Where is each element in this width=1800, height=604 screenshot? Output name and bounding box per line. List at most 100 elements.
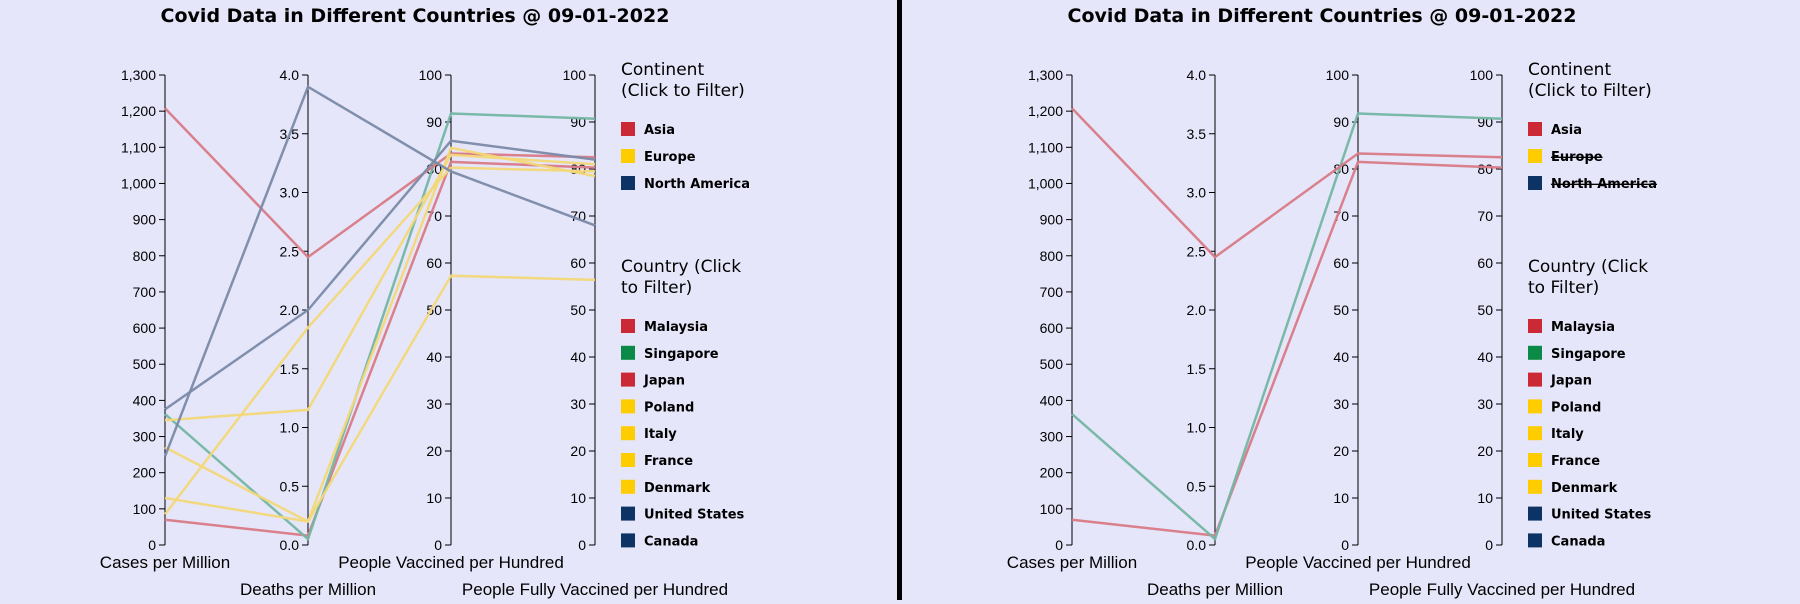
legend-continent-title: (Click to Filter)	[621, 81, 745, 101]
tick-label: 2.0	[1187, 302, 1207, 318]
legend-country-singapore[interactable]: Singapore	[644, 347, 719, 362]
legend-continent-north-america[interactable]: North America	[1551, 177, 1657, 192]
tick-label: 90	[1477, 114, 1493, 130]
tick-label: 40	[1477, 349, 1493, 365]
axis-label-cases: Cases per Million	[100, 553, 230, 572]
legend-country-title: to Filter)	[621, 278, 692, 298]
legend-swatch[interactable]	[621, 453, 635, 467]
tick-label: 20	[1333, 443, 1349, 459]
axis-label-cases: Cases per Million	[1007, 553, 1137, 572]
legend-continent-asia[interactable]: Asia	[1551, 123, 1582, 138]
legend-country-italy[interactable]: Italy	[644, 427, 677, 442]
legend-swatch[interactable]	[1528, 149, 1542, 163]
legend-swatch[interactable]	[621, 345, 635, 360]
series-line-poland[interactable]	[164, 274, 596, 523]
legend-swatch[interactable]	[621, 176, 635, 190]
legend-country-denmark[interactable]: Denmark	[644, 481, 711, 496]
legend-swatch[interactable]	[621, 319, 635, 333]
legend-continent-asia[interactable]: Asia	[644, 123, 675, 138]
tick-label: 2.5	[280, 243, 300, 259]
legend-country-title: Country (Click	[1528, 257, 1648, 277]
tick-label: 300	[133, 429, 157, 445]
legend-country-japan[interactable]: Japan	[1550, 374, 1592, 389]
tick-label: 4.0	[1187, 67, 1207, 83]
legend-country-denmark[interactable]: Denmark	[1551, 481, 1618, 496]
tick-label: 0	[148, 537, 156, 553]
legend-continent-title: Continent	[621, 60, 704, 80]
tick-label: 100	[1040, 501, 1064, 517]
tick-label: 30	[570, 396, 586, 412]
legend-country-france[interactable]: France	[644, 454, 693, 469]
series-line-united-states[interactable]	[163, 85, 596, 457]
legend-swatch[interactable]	[621, 426, 635, 441]
legend-swatch[interactable]	[621, 533, 635, 548]
tick-label: 1,200	[1028, 103, 1063, 119]
series-line-italy[interactable]	[164, 146, 596, 523]
legend-country-france[interactable]: France	[1551, 454, 1600, 469]
legend-country-united-states[interactable]: United States	[644, 508, 745, 523]
tick-label: 1.0	[1187, 420, 1207, 436]
tick-label: 1.5	[280, 361, 300, 377]
series-line-japan[interactable]	[164, 107, 596, 259]
chart-title: Covid Data in Different Countries @ 09-0…	[1068, 5, 1577, 27]
series-line-malaysia[interactable]	[164, 160, 596, 537]
tick-label: 10	[570, 490, 586, 506]
legend-swatch[interactable]	[1528, 399, 1542, 414]
legend-country-poland[interactable]: Poland	[1551, 400, 1601, 415]
legend-swatch[interactable]	[1528, 372, 1542, 387]
legend-swatch[interactable]	[1528, 533, 1542, 548]
axis-label-vacc: People Vaccined per Hundred	[338, 553, 564, 572]
legend-swatch[interactable]	[621, 479, 635, 494]
legend-country-canada[interactable]: Canada	[1551, 534, 1605, 549]
legend-country-malaysia[interactable]: Malaysia	[644, 320, 708, 335]
legend-swatch[interactable]	[1528, 345, 1542, 360]
legend-continent-europe[interactable]: Europe	[644, 150, 696, 165]
legend-country-title: to Filter)	[1528, 278, 1599, 298]
series-line-malaysia[interactable]	[1071, 160, 1503, 537]
legend-swatch[interactable]	[1528, 506, 1542, 521]
legend-swatch[interactable]	[621, 122, 635, 136]
legend-swatch[interactable]	[1528, 453, 1542, 467]
series-line-denmark[interactable]	[164, 153, 596, 422]
legend-swatch[interactable]	[621, 399, 635, 414]
legend-swatch[interactable]	[621, 149, 635, 163]
chart-panel-1: Covid Data in Different Countries @ 09-0…	[100, 5, 750, 599]
tick-label: 50	[1477, 302, 1493, 318]
tick-label: 60	[570, 255, 586, 271]
legend-country-united-states[interactable]: United States	[1551, 508, 1652, 523]
series-line-canada[interactable]	[164, 139, 596, 411]
legend-country-poland[interactable]: Poland	[644, 400, 694, 415]
legend-country-italy[interactable]: Italy	[1551, 427, 1584, 442]
legend-continent-north-america[interactable]: North America	[644, 177, 750, 192]
panel-divider	[897, 0, 902, 600]
tick-label: 1,000	[121, 175, 156, 191]
legend-continent-europe[interactable]: Europe	[1551, 150, 1603, 165]
legend-country-singapore[interactable]: Singapore	[1551, 347, 1626, 362]
legend-country-japan[interactable]: Japan	[643, 374, 685, 389]
legend-swatch[interactable]	[1528, 319, 1542, 333]
series-line-singapore[interactable]	[1071, 112, 1503, 541]
legend-swatch[interactable]	[621, 506, 635, 521]
tick-label: 90	[1333, 114, 1349, 130]
legend-swatch[interactable]	[621, 372, 635, 387]
tick-label: 30	[1333, 396, 1349, 412]
tick-label: 0.5	[1187, 478, 1207, 494]
tick-label: 80	[1477, 161, 1493, 177]
legend-swatch[interactable]	[1528, 479, 1542, 494]
tick-label: 100	[419, 67, 443, 83]
legend-swatch[interactable]	[1528, 176, 1542, 190]
legend-country-canada[interactable]: Canada	[644, 534, 698, 549]
series-line-france[interactable]	[164, 166, 596, 516]
tick-label: 500	[133, 356, 157, 372]
tick-label: 30	[426, 396, 442, 412]
legend-country-malaysia[interactable]: Malaysia	[1551, 320, 1615, 335]
legend-swatch[interactable]	[1528, 122, 1542, 136]
tick-label: 2.5	[1187, 243, 1207, 259]
series-line-singapore[interactable]	[164, 112, 596, 541]
tick-label: 2.0	[280, 302, 300, 318]
axis-label-full: People Fully Vaccined per Hundred	[1369, 580, 1635, 599]
series-line-japan[interactable]	[1071, 107, 1503, 259]
tick-label: 1,000	[1028, 175, 1063, 191]
legend-swatch[interactable]	[1528, 426, 1542, 441]
